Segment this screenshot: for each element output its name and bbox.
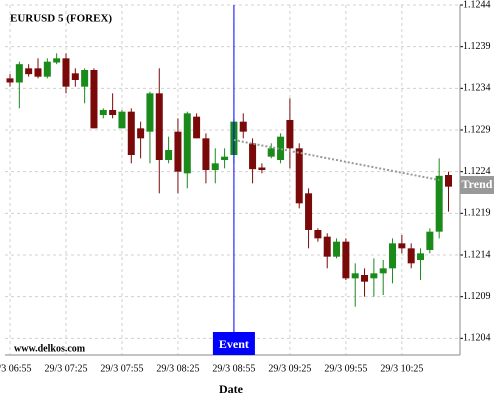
candle-body <box>314 230 322 239</box>
candle-body <box>6 78 14 83</box>
y-tick-label: 1.1224 <box>463 166 491 177</box>
candle-body <box>34 68 42 77</box>
y-tick-label: 1.1244 <box>463 0 491 10</box>
candle-body <box>389 243 397 269</box>
candle-body <box>277 136 285 160</box>
candle-body <box>333 241 341 257</box>
candle-body <box>342 241 350 279</box>
y-tick-label: 1.1229 <box>463 124 491 135</box>
candle-body <box>211 163 219 170</box>
candle-body <box>165 150 173 160</box>
candle-body <box>25 68 33 75</box>
candle-body <box>379 268 387 274</box>
candle-body <box>286 120 294 149</box>
candle-body <box>155 93 163 160</box>
x-tick-label: 29/3 08:55 <box>212 363 255 374</box>
y-tick-label: 1.1204 <box>463 333 491 344</box>
candle-body <box>81 70 89 87</box>
candle-body <box>109 110 117 115</box>
candle-body <box>127 111 135 155</box>
candle-body <box>239 121 247 132</box>
candle-body <box>407 248 415 264</box>
x-tick-label: 29/3 10:25 <box>380 363 423 374</box>
x-tick-label: 29/3 08:25 <box>156 363 199 374</box>
x-tick-label: 29/3 07:55 <box>100 363 143 374</box>
candle-body <box>118 111 126 129</box>
candle-body <box>15 64 23 83</box>
candle-body <box>445 175 453 187</box>
chart-title: EURUSD 5 (FOREX) <box>10 13 112 25</box>
x-tick-label: 29/3 09:25 <box>268 363 311 374</box>
y-tick-label: 1.1214 <box>463 249 491 260</box>
y-tick-label: 1.1239 <box>463 41 491 52</box>
candle-body <box>193 116 201 139</box>
event-box <box>212 332 255 355</box>
candle-body <box>71 73 79 80</box>
candle-body <box>267 148 275 157</box>
trend-line <box>233 139 440 181</box>
x-tick-label: 29/3 06:55 <box>0 363 32 374</box>
candle-body <box>174 131 182 172</box>
candle-body <box>435 175 443 232</box>
candle-body <box>43 61 51 77</box>
candle-body <box>90 70 98 129</box>
candle-body <box>305 193 313 230</box>
x-axis-title: Date <box>219 382 244 396</box>
candle-body <box>417 253 425 260</box>
trend-label: Trend <box>462 177 493 191</box>
y-tick-label: 1.1234 <box>463 83 491 94</box>
candle-body <box>53 58 61 63</box>
candle-body <box>146 93 154 132</box>
candle-body <box>398 243 406 249</box>
candle-body <box>258 167 266 170</box>
candle-body <box>351 273 359 279</box>
candle-body <box>137 128 145 139</box>
watermark: www.delkos.com <box>14 343 86 354</box>
candle-body <box>426 231 434 250</box>
candle-body <box>249 143 257 170</box>
y-tick-label: 1.1219 <box>463 208 491 219</box>
candle-body <box>99 110 107 115</box>
candle-body <box>295 148 303 204</box>
y-tick-label: 1.1209 <box>463 291 491 302</box>
x-tick-label: 29/3 07:25 <box>44 363 87 374</box>
candle-body <box>202 138 210 170</box>
candle-body <box>323 236 331 257</box>
candle-body <box>221 156 229 160</box>
x-tick-label: 29/3 09:55 <box>324 363 367 374</box>
candle-body <box>183 113 191 174</box>
event-label: Event <box>219 337 249 351</box>
candle-body <box>370 273 378 279</box>
trend-box <box>460 176 494 194</box>
candle-body <box>62 58 70 87</box>
candle-body <box>361 275 369 282</box>
